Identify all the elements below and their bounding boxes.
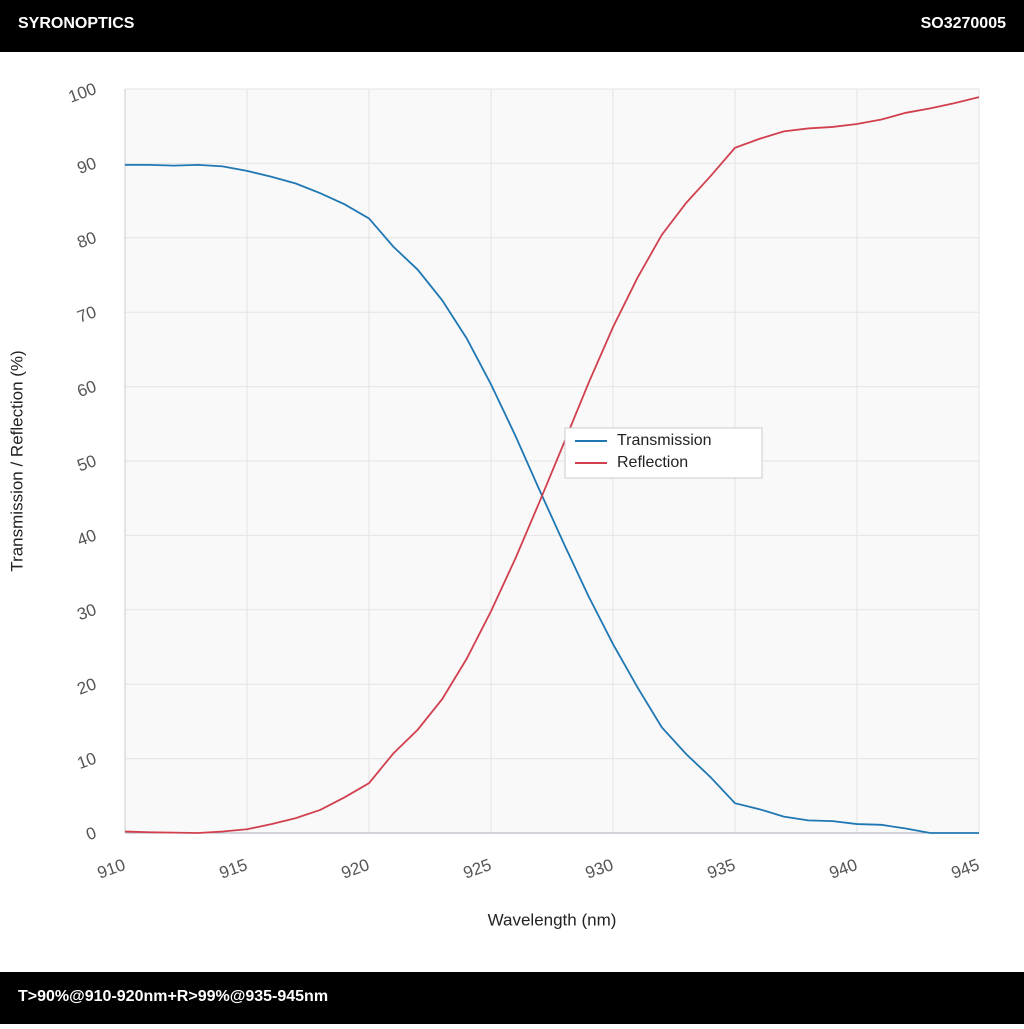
y-tick-label: 30: [75, 600, 99, 624]
x-tick-label: 930: [583, 855, 616, 883]
brand: SYRONOPTICS: [18, 15, 135, 32]
x-tick-label: 925: [461, 855, 494, 883]
y-tick-label: 100: [66, 79, 99, 107]
x-tick-label: 920: [339, 855, 372, 883]
x-tick-label: 915: [217, 855, 250, 883]
x-tick-label: 945: [949, 855, 982, 883]
series-line: [124, 96, 980, 834]
legend-box: [564, 427, 763, 479]
y-tick-label: 40: [75, 526, 99, 550]
y-tick-label: 80: [75, 228, 99, 252]
y-tick-label: 90: [75, 154, 99, 178]
y-tick-label: 50: [75, 451, 99, 475]
code: SO3270005: [921, 15, 1007, 32]
footer-bar: [0, 972, 1024, 1024]
x-tick-label: 935: [705, 855, 738, 883]
y-tick-label: 10: [75, 749, 99, 773]
x-axis-label: Wavelength (nm): [488, 910, 617, 929]
series-line: [125, 163, 979, 834]
header-bar: [0, 0, 1024, 52]
legend-label: Reflection: [617, 454, 688, 471]
legend-label: Transmission: [617, 432, 712, 449]
footer-text: T>90%@910-920nm+R>99%@935-945nm: [18, 988, 328, 1005]
y-tick-label: 20: [75, 674, 99, 698]
y-tick-label: 70: [75, 302, 99, 326]
y-tick-label: 0: [84, 823, 99, 844]
x-tick-label: 940: [827, 855, 860, 883]
x-tick-label: 910: [95, 855, 128, 883]
y-axis-label: Transmission / Reflection (%): [7, 350, 26, 571]
y-tick-label: 60: [75, 377, 99, 401]
